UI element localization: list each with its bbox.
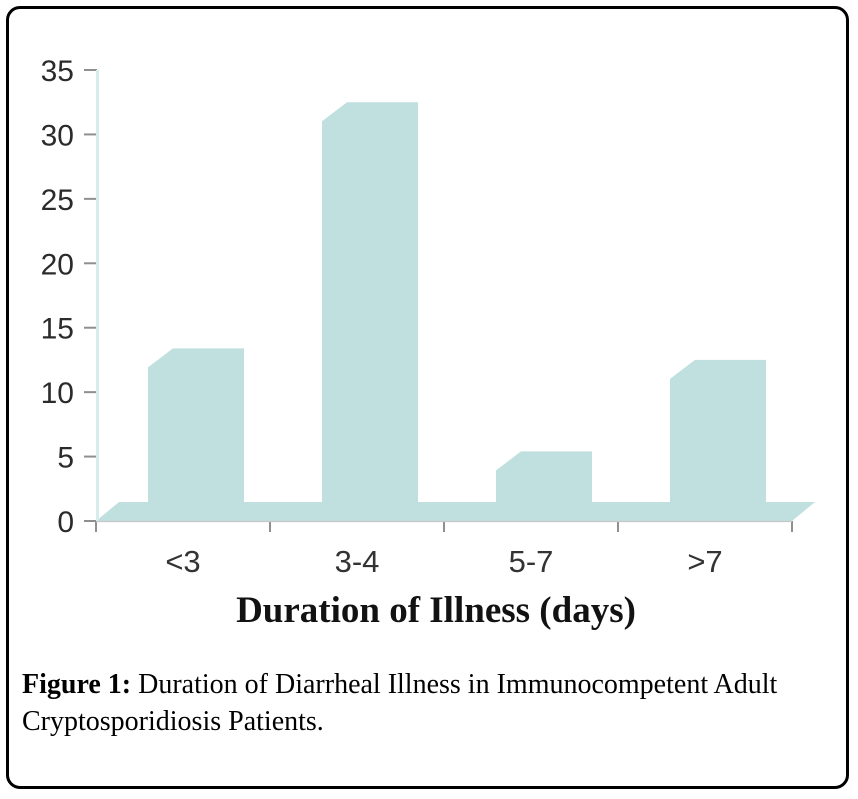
caption-line-1: Figure 1: Duration of Diarrheal Illness … bbox=[22, 666, 840, 703]
x-category-label: <3 bbox=[165, 544, 200, 579]
y-tick-label: 35 bbox=[41, 55, 74, 88]
x-category-label: 5-7 bbox=[509, 544, 554, 579]
y-tick-label: 0 bbox=[57, 506, 74, 539]
y-tick-label: 5 bbox=[57, 442, 74, 475]
x-category-label: >7 bbox=[687, 544, 722, 579]
bar bbox=[322, 102, 418, 521]
bar-chart: >7 5-7 3-4 <3 35 30 25 20 15 10 5 0 Duration of Ill… bbox=[41, 55, 815, 631]
y-tick-label: 30 bbox=[41, 119, 74, 152]
caption-line1-text: Duration of Diarrheal Illness in Immunoc… bbox=[131, 669, 778, 700]
figure-caption: Figure 1: Duration of Diarrheal Illness … bbox=[22, 666, 840, 740]
y-tick-label: 15 bbox=[41, 313, 74, 346]
caption-line-2: Cryptosporidiosis Patients. bbox=[22, 706, 324, 737]
caption-figure-label: Figure 1: bbox=[22, 669, 132, 700]
figure-border-frame bbox=[6, 6, 849, 789]
y-tick-label: 25 bbox=[41, 184, 74, 217]
chart-floor bbox=[96, 502, 815, 521]
bar bbox=[148, 348, 244, 521]
y-tick-label: 20 bbox=[41, 248, 74, 281]
bar bbox=[670, 359, 766, 521]
x-axis-title: Duration of Illness (days) bbox=[236, 590, 636, 631]
y-tick-label: 10 bbox=[41, 377, 74, 410]
x-category-label: 3-4 bbox=[335, 544, 380, 579]
